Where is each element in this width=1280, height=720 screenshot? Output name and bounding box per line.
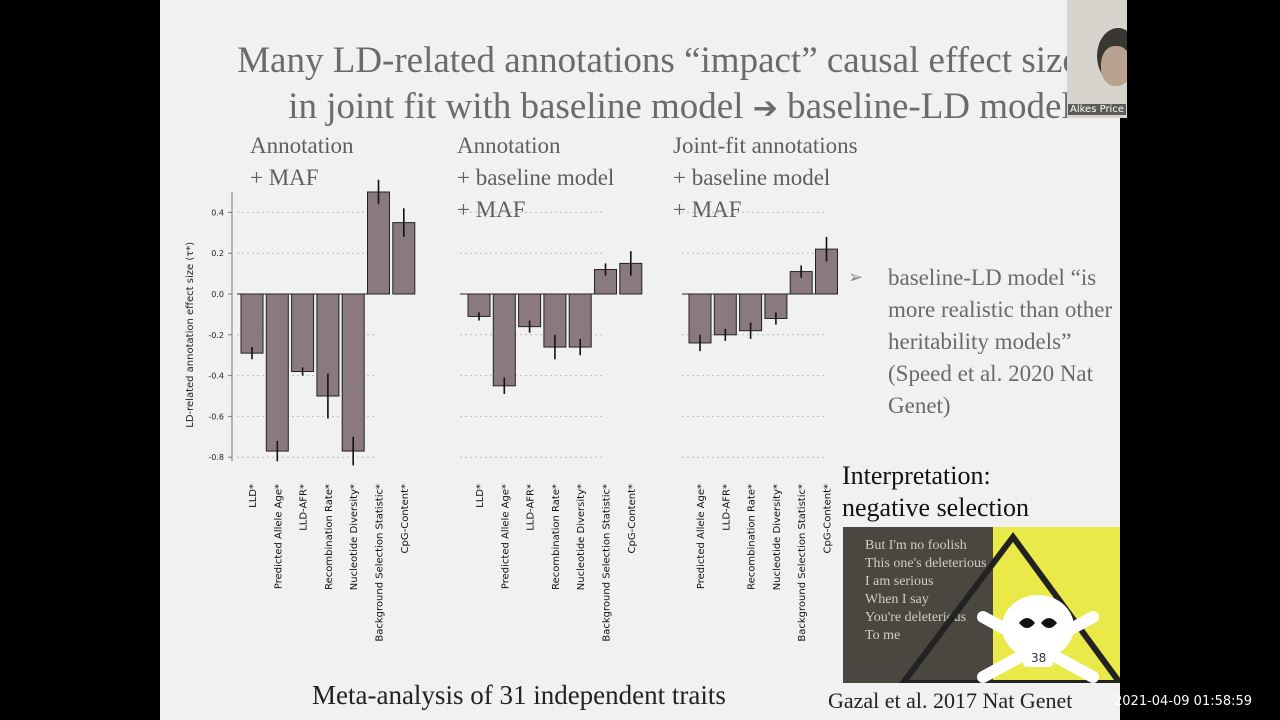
right-arrow-icon: ➔ — [752, 91, 778, 126]
y-tick-label: 0.0 — [211, 290, 224, 299]
interpretation: Interpretation: negative selection — [842, 460, 1029, 524]
person-face — [1101, 46, 1127, 86]
arrow-bullet-icon: ➢ — [848, 267, 864, 288]
poster-dark-panel — [843, 527, 993, 683]
interpretation-line-1: Interpretation: — [842, 461, 991, 490]
x-tick-label: LLD-AFR* — [526, 484, 537, 531]
title-line-2-end: baseline-LD model — [787, 86, 1072, 127]
x-tick-label: CpG-Content* — [823, 484, 834, 553]
panel-1-title: Annotation + MAF — [250, 130, 354, 194]
x-tick-label: LLD-AFR* — [721, 484, 732, 531]
bar — [492, 293, 516, 387]
panel-3-title-line: + baseline model — [673, 165, 831, 190]
slide-title-line-1: Many LD-related annotations “impact” cau… — [237, 40, 1079, 81]
title-line-2-start: in joint fit with baseline model — [288, 86, 744, 127]
panel-3-title: Joint-fit annotations + baseline model +… — [673, 130, 858, 226]
webcam-name-label: Alkes Price — [1068, 104, 1126, 115]
panel-2-title-line: + MAF — [457, 197, 526, 222]
poster-line: To me — [865, 628, 901, 643]
poster-lyrics: But I'm no foolish This one's deleteriou… — [865, 537, 987, 645]
x-tick-label: LLD-AFR* — [299, 484, 310, 531]
x-tick-label: Predicted Allele Age* — [500, 484, 511, 589]
x-tick-label: Recombination Rate* — [551, 484, 562, 590]
panel-1-title-line: Annotation — [250, 133, 354, 158]
x-tick-label: Nucleotide Diversity* — [772, 484, 783, 590]
y-axis-title: LD-related annotation effect size (τ*) — [185, 242, 196, 428]
skull-poster-image: But I'm no foolish This one's deleteriou… — [843, 527, 1120, 683]
poster-line: When I say — [865, 592, 929, 607]
panel-3-title-line: + MAF — [673, 197, 742, 222]
bar — [367, 191, 390, 295]
x-tick-label: Background Selection Statistic* — [602, 484, 613, 642]
poster-line: But I'm no foolish — [865, 538, 967, 553]
panel-3-title-line: Joint-fit annotations — [673, 133, 858, 158]
y-tick-label: 0.4 — [211, 208, 224, 217]
panel-2-title-line: Annotation — [457, 133, 561, 158]
x-tick-label: Background Selection Statistic* — [797, 484, 808, 642]
x-tick-label: Predicted Allele Age* — [696, 484, 707, 589]
footer-citation: Gazal et al. 2017 Nat Genet — [828, 688, 1073, 713]
poster-line: I am serious — [865, 574, 934, 589]
y-tick-label: -0.4 — [208, 372, 224, 381]
footer-meta-analysis: Meta-analysis of 31 independent traits — [312, 680, 726, 710]
bullet-text: baseline-LD model “is more realistic tha… — [888, 265, 1113, 418]
y-tick-label: -0.8 — [208, 453, 224, 462]
bar — [240, 293, 264, 354]
bar — [341, 293, 365, 452]
x-tick-label: LLD* — [248, 484, 259, 508]
interpretation-line-2: negative selection — [842, 493, 1029, 522]
x-tick-label: CpG-Content* — [400, 484, 411, 553]
y-tick-label: -0.6 — [208, 412, 224, 421]
panel-2-title-line: + baseline model — [457, 165, 615, 190]
poster-line: This one's deleterious — [865, 556, 987, 571]
x-tick-label: CpG-Content* — [627, 484, 638, 553]
x-tick-label: Recombination Rate* — [747, 484, 758, 590]
webcam-video: Alkes Price — [1067, 0, 1127, 118]
panel-2-title: Annotation + baseline model + MAF — [457, 130, 614, 226]
skull-crossbones-icon: 38 — [899, 531, 1120, 683]
timestamp: 2021-04-09 01:58:59 — [1114, 694, 1253, 709]
slide: Many LD-related annotations “impact” cau… — [160, 0, 1120, 720]
x-tick-label: Background Selection Statistic* — [375, 484, 386, 642]
slide-title-line-2: in joint fit with baseline model ➔ basel… — [200, 88, 1120, 125]
bar-charts: 0.4 0.2 0.0 -0.2 -0.4 -0.6 -0.8 LD-related anno… — [185, 179, 838, 642]
x-tick-label: Nucleotide Diversity* — [349, 484, 360, 590]
x-tick-label: Predicted Allele Age* — [273, 484, 284, 589]
x-tick-label: Recombination Rate* — [324, 484, 335, 590]
bar — [291, 293, 315, 373]
y-tick-label: 0.2 — [211, 249, 224, 258]
y-tick-label: -0.2 — [208, 331, 224, 340]
poster-page-number: 38 — [1031, 651, 1046, 665]
x-tick-label: LLD* — [475, 484, 486, 508]
bar — [265, 293, 289, 452]
poster-line: You're deleterious — [865, 610, 967, 625]
x-tick-label: Nucleotide Diversity* — [576, 484, 587, 590]
panel-1-title-line: + MAF — [250, 165, 319, 190]
